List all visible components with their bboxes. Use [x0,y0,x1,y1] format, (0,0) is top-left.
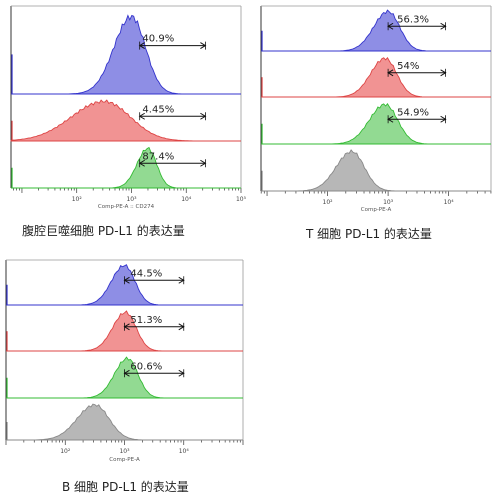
x-axis-label: Comp-PE-A [361,207,392,213]
x-tick-label: 10³ [119,448,130,455]
x-tick-label: 10² [72,196,83,203]
x-tick-label: 10³ [383,199,394,206]
histogram-area [6,403,243,441]
histogram-area [11,14,241,95]
macrophage-caption: 腹腔巨噬细胞 PD-L1 的表达量 [22,224,185,238]
histogram-area [261,9,491,52]
gate-percentage-label: 87.4% [142,151,174,162]
t-cell-histogram-panel: 10² 10³ 10⁴ Comp-PE-A 56.3% 54% 54.9% [258,3,498,218]
x-axis-label: Comp-PE-A :: CD274 [98,204,155,210]
t-cell-caption: T 细胞 PD-L1 的表达量 [306,227,432,241]
histogram-area [261,149,491,192]
histogram-area [6,264,243,306]
gate-percentage-label: 40.9% [142,34,174,45]
x-axis-label: Comp-PE-A [109,457,140,463]
gate-percentage-label: 60.6% [130,361,162,372]
b-cell-caption: B 细胞 PD-L1 的表达量 [62,480,189,494]
histogram-area [261,103,491,145]
b-cell-histogram-svg: 10² 10³ 10⁴ Comp-PE-A 44.5% 51.3% 60.6% [5,259,244,463]
gate-percentage-label: 54.9% [397,107,429,118]
histogram-area [10,99,241,142]
gate-percentage-label: 44.5% [130,268,162,279]
x-tick-label: 10³ [126,196,137,203]
x-tick-label: 10⁴ [444,199,455,206]
x-tick-label: 10² [323,199,334,206]
x-tick-label: 10⁴ [179,448,190,455]
b-cell-histogram-panel: 10² 10³ 10⁴ Comp-PE-A 44.5% 51.3% 60.6% [3,257,248,470]
histogram-area [11,146,241,189]
histogram-area [6,356,243,399]
x-tick-label: 10⁴ [181,196,192,203]
t-cell-histogram-svg: 10² 10³ 10⁴ Comp-PE-A 56.3% 54% 54.9% [260,5,492,213]
histogram-area [261,57,491,98]
gate-percentage-label: 4.45% [142,104,174,115]
x-tick-label: 10⁵ [236,196,247,203]
gate-percentage-label: 56.3% [397,14,429,25]
histogram-area [6,310,243,352]
gate-percentage-label: 51.3% [130,315,162,326]
x-tick-label: 10² [60,448,71,455]
gate-percentage-label: 54% [397,61,419,72]
